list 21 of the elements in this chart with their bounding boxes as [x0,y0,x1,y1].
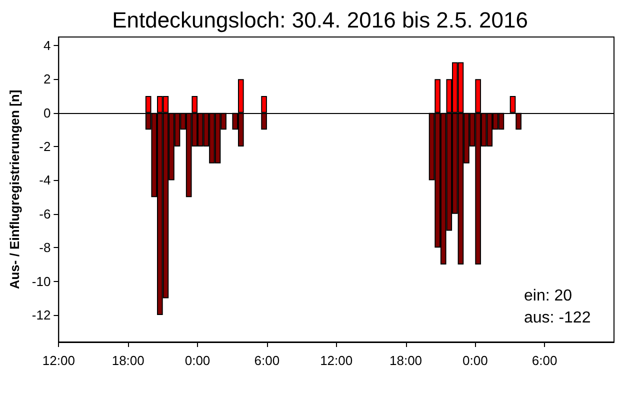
x-tick-label: 12:00 [320,353,353,368]
y-tick-label: -2 [39,139,51,154]
y-tick-label: -12 [32,308,51,323]
x-tick-label: 12:00 [42,353,75,368]
x-tick-label: 6:00 [532,353,558,368]
x-tick-label: 18:00 [112,353,144,368]
x-tick-label: 6:00 [254,353,280,368]
annotation: aus: -122 [524,310,591,326]
x-tick-label: 18:00 [389,353,422,368]
y-tick-label: 2 [43,72,51,87]
y-tick-label: 0 [43,105,51,120]
x-tick-label: 0:00 [462,353,488,368]
annotation: ein: 20 [524,288,572,304]
y-tick-label: 4 [43,38,51,53]
y-tick-label: -6 [39,206,51,222]
y-tick-label: -8 [39,240,51,256]
x-tick-label: 0:00 [184,353,210,368]
y-tick-label: -4 [39,172,51,188]
chart-title: Entdeckungsloch: 30.4. 2016 bis 2.5. 2016 [112,8,528,32]
y-tick-label: -10 [32,274,51,289]
y-axis-title: Aus- / Einflugregistrierungen [n] [7,90,22,290]
